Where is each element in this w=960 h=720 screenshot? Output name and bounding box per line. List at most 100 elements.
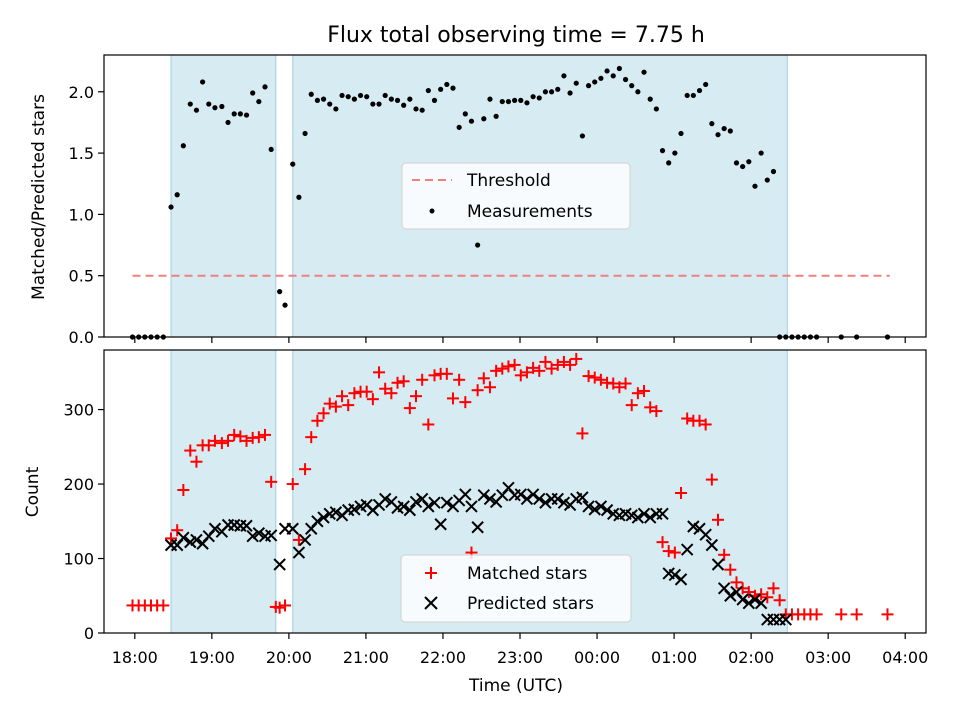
measurement-point — [740, 163, 746, 170]
matched-star-point — [736, 582, 749, 595]
matched-star-point — [545, 362, 558, 375]
predicted-star-stroke-b — [730, 585, 743, 599]
predicted-star-point — [428, 496, 441, 509]
measurement-point — [468, 118, 475, 124]
measurement-point — [727, 128, 733, 134]
measurement-point — [351, 96, 357, 102]
measurement-point — [206, 101, 212, 107]
legend-measurements-swatch — [429, 208, 435, 214]
x-tick-label: 22:00 — [420, 648, 466, 667]
x-tick-label: 03:00 — [805, 648, 851, 667]
predicted-star-point — [656, 507, 669, 521]
matched-star-point — [240, 434, 253, 447]
measurement-point — [629, 83, 635, 89]
predicted-star-point — [742, 597, 756, 610]
x-tick-label: 20:00 — [266, 648, 312, 667]
predicted-star-stroke-b — [428, 496, 441, 509]
shaded-interval — [170, 349, 277, 634]
measurement-point — [388, 96, 394, 102]
matched-star-point — [773, 594, 786, 607]
shaded-interval — [170, 54, 277, 338]
predicted-star-stroke-b — [227, 518, 241, 532]
matched-star-point — [348, 387, 361, 400]
matched-stars-series — [126, 352, 894, 621]
measurement-point — [450, 85, 456, 91]
predicted-star-stroke-b — [397, 500, 410, 513]
predicted-star-stroke-b — [422, 500, 435, 513]
predicted-star-stroke-b — [594, 500, 608, 513]
predicted-star-point — [329, 506, 343, 519]
top-y-tick-label: 1.0 — [69, 205, 94, 224]
top-y-axis-label: Matched/Predicted stars — [29, 94, 49, 300]
measurement-point — [200, 79, 206, 85]
matched-star-point — [810, 608, 823, 621]
matched-star-point — [342, 399, 355, 412]
measurement-point — [653, 106, 659, 112]
matched-star-point — [366, 393, 379, 406]
predicted-star-point — [190, 533, 203, 547]
matched-star-point — [273, 601, 286, 614]
predicted-star-stroke-b — [631, 511, 645, 524]
matched-star-point — [656, 536, 669, 549]
legend-predicted-swatch — [424, 596, 438, 610]
measurement-point — [456, 124, 462, 130]
matched-star-point — [662, 545, 675, 558]
x-axis-label: Time (UTC) — [468, 676, 563, 696]
top-x-axis-ticks — [134, 337, 906, 343]
measurement-point — [327, 101, 333, 107]
measurement-point — [345, 94, 351, 100]
measurement-point — [296, 194, 302, 200]
matched-star-point — [279, 599, 292, 612]
predicted-star-stroke-b — [705, 538, 719, 552]
predicted-star-point — [514, 488, 527, 501]
measurement-point — [684, 92, 690, 99]
predicted-star-point — [711, 558, 725, 571]
matched-star-point — [215, 437, 228, 450]
matched-star-point — [299, 463, 312, 476]
matched-star-point — [582, 370, 595, 383]
measurement-point — [268, 146, 274, 153]
measurement-point — [180, 143, 186, 149]
matched-star-point — [410, 390, 423, 403]
predicted-star-stroke-b — [533, 492, 546, 506]
predicted-star-point — [520, 492, 534, 506]
predicted-star-stroke-b — [539, 496, 552, 509]
predicted-star-stroke-b — [415, 492, 429, 506]
predicted-star-stroke-b — [724, 589, 737, 602]
measurement-point — [413, 106, 419, 112]
predicted-star-stroke-b — [748, 593, 762, 606]
matched-star-point — [650, 405, 663, 418]
legend-predicted-label: Predicted stars — [467, 594, 594, 614]
bottom-y-tick-label: 0 — [84, 624, 94, 643]
predicted-star-point — [668, 568, 682, 582]
predicted-star-stroke-b — [643, 511, 657, 524]
measurement-point — [302, 130, 308, 137]
matched-star-point — [428, 369, 441, 382]
matched-star-point — [259, 428, 272, 441]
predicted-star-point — [754, 597, 768, 610]
predicted-star-stroke-b — [699, 528, 712, 541]
matched-star-point — [329, 400, 342, 413]
predicted-star-point — [459, 488, 472, 501]
measurement-point — [256, 98, 262, 105]
predicted-star-point — [273, 558, 286, 571]
measurement-point — [703, 81, 709, 88]
predicted-star-point — [699, 528, 712, 541]
predicted-stars-series — [164, 481, 792, 626]
matched-star-point — [699, 418, 712, 431]
measurement-point — [604, 68, 610, 74]
predicted-star-stroke-b — [483, 492, 497, 506]
predicted-star-point — [471, 521, 484, 534]
measurement-point — [770, 168, 777, 175]
matched-star-point — [755, 588, 768, 601]
top-y-tick-label: 0.5 — [69, 267, 94, 286]
measurement-point — [425, 87, 431, 94]
bottom-y-axis-ticks: 0 100 200 300 — [63, 401, 104, 643]
matched-star-point — [557, 355, 570, 368]
predicted-star-point — [403, 503, 417, 517]
predicted-star-point — [440, 496, 454, 509]
predicted-star-point — [533, 492, 546, 506]
predicted-star-stroke-b — [674, 573, 688, 586]
predicted-star-point — [526, 488, 540, 501]
